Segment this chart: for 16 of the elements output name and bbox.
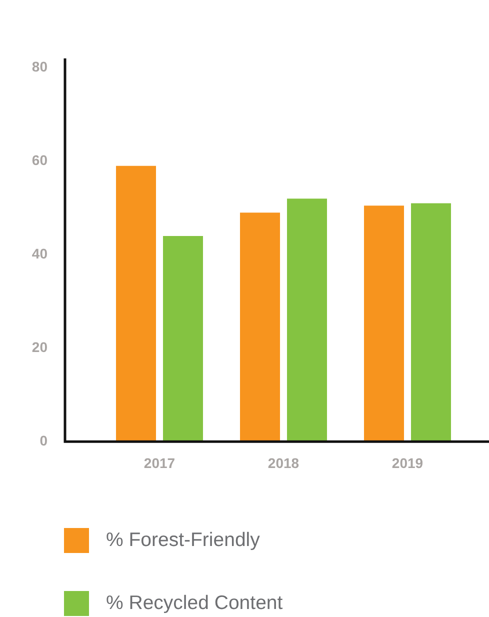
y-tick-label: 60 xyxy=(32,152,48,168)
x-tick-label: 2017 xyxy=(144,454,176,471)
x-tick-label: 2019 xyxy=(392,454,424,471)
y-tick-label: 20 xyxy=(32,338,48,355)
bar xyxy=(411,203,451,442)
bar xyxy=(364,206,404,442)
y-tick-label: 0 xyxy=(40,432,48,448)
legend-label: % Recycled Content xyxy=(106,591,283,616)
y-tick-label: 80 xyxy=(32,58,48,75)
legend-label: % Forest-Friendly xyxy=(106,528,260,553)
bar xyxy=(287,198,327,442)
x-tick-label: 2018 xyxy=(268,454,300,471)
y-tick-label: 40 xyxy=(32,246,48,262)
bar xyxy=(240,212,280,442)
bar xyxy=(163,236,203,442)
bar xyxy=(116,166,156,442)
